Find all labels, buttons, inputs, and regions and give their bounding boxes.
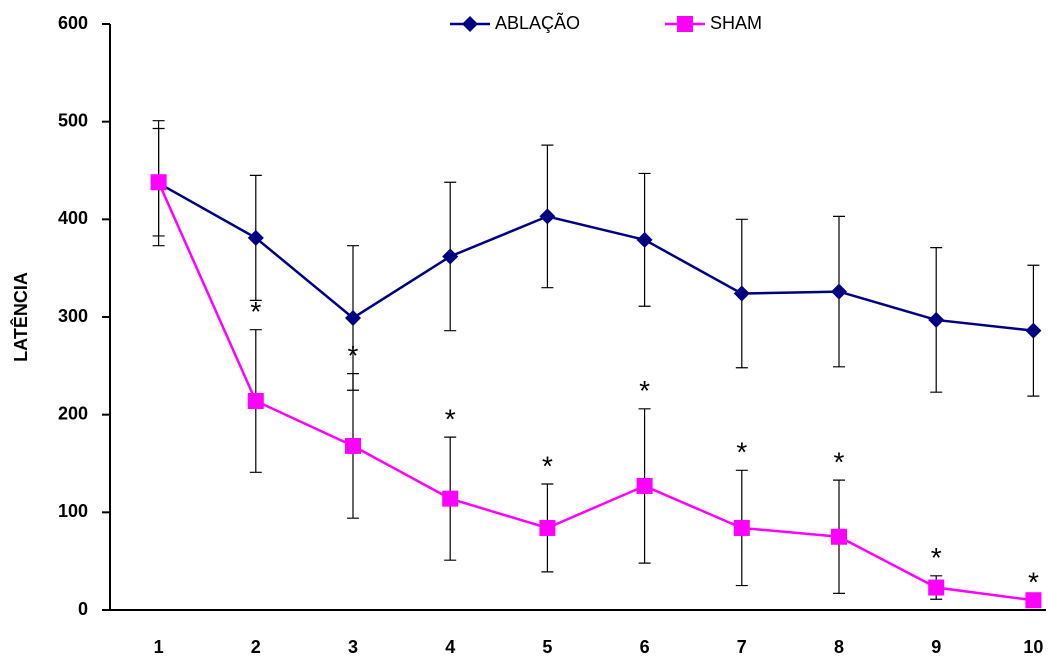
data-point bbox=[733, 285, 750, 302]
annotation: * bbox=[445, 404, 456, 435]
x-tick-label: 3 bbox=[348, 637, 358, 657]
x-tick-label: 7 bbox=[737, 637, 747, 657]
y-tick-label: 500 bbox=[58, 110, 88, 130]
legend-marker bbox=[677, 16, 693, 32]
annotation: * bbox=[348, 340, 359, 371]
data-point bbox=[733, 519, 750, 536]
data-point bbox=[636, 477, 653, 494]
series-line bbox=[157, 181, 1034, 602]
y-tick-label: 600 bbox=[58, 13, 88, 33]
x-tick-label: 2 bbox=[251, 637, 261, 657]
data-point bbox=[1025, 322, 1042, 339]
x-tick-label: 9 bbox=[931, 637, 941, 657]
y-axis-label: LATÊNCIA bbox=[10, 272, 31, 362]
annotation: * bbox=[736, 437, 747, 468]
y-tick-label: 0 bbox=[78, 599, 88, 619]
data-point bbox=[928, 579, 945, 596]
annotation: * bbox=[639, 375, 650, 406]
annotation: * bbox=[1028, 567, 1039, 598]
data-point bbox=[345, 309, 361, 326]
annotation: * bbox=[931, 542, 942, 573]
x-tick-label: 6 bbox=[640, 637, 650, 657]
legend-marker bbox=[462, 16, 478, 32]
data-point bbox=[636, 231, 653, 248]
y-tick-label: 100 bbox=[58, 501, 88, 521]
series-line bbox=[157, 182, 1034, 332]
x-tick-label: 5 bbox=[542, 637, 552, 657]
data-point bbox=[539, 208, 556, 225]
y-tick-label: 200 bbox=[58, 403, 88, 423]
data-point bbox=[345, 437, 361, 454]
data-point bbox=[928, 311, 945, 328]
annotation: * bbox=[250, 296, 261, 327]
x-tick-label: 8 bbox=[834, 637, 844, 657]
data-point bbox=[539, 519, 556, 536]
y-tick-label: 300 bbox=[58, 306, 88, 326]
data-point bbox=[831, 283, 847, 300]
y-tick-label: 400 bbox=[58, 208, 88, 228]
legend-label: ABLAÇÃO bbox=[495, 12, 580, 33]
annotation: * bbox=[542, 450, 553, 481]
data-point bbox=[247, 392, 264, 409]
x-tick-label: 1 bbox=[154, 637, 164, 657]
data-point bbox=[442, 490, 459, 507]
data-point bbox=[247, 229, 264, 246]
data-point bbox=[1025, 592, 1042, 609]
data-point bbox=[442, 248, 459, 265]
data-point bbox=[831, 528, 847, 545]
data-point bbox=[150, 174, 167, 191]
x-tick-label: 10 bbox=[1023, 637, 1043, 657]
legend-label: SHAM bbox=[710, 13, 762, 33]
annotation: * bbox=[834, 446, 845, 477]
x-tick-label: 4 bbox=[445, 637, 455, 657]
